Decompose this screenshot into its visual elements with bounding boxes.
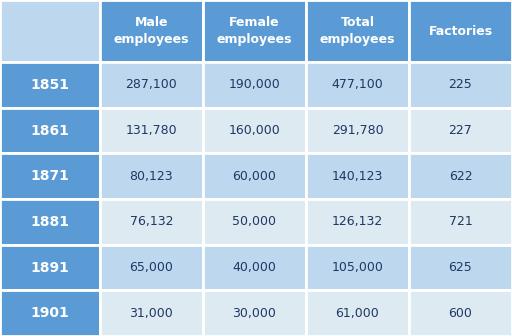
Bar	[203, 154, 306, 199]
Text: 1891: 1891	[31, 260, 69, 275]
Text: 30,000: 30,000	[232, 307, 276, 320]
Text: 721: 721	[449, 215, 473, 228]
Bar	[100, 245, 203, 290]
Bar	[0, 154, 100, 199]
Bar	[409, 290, 512, 336]
Text: 65,000: 65,000	[130, 261, 173, 274]
Text: 131,780: 131,780	[125, 124, 177, 137]
Bar	[100, 290, 203, 336]
Bar	[306, 154, 409, 199]
Bar	[100, 199, 203, 245]
Bar	[203, 0, 306, 62]
Bar	[306, 108, 409, 154]
Bar	[203, 199, 306, 245]
Text: 80,123: 80,123	[130, 170, 173, 183]
Bar	[306, 290, 409, 336]
Bar	[409, 199, 512, 245]
Text: 291,780: 291,780	[332, 124, 383, 137]
Text: Male
employees: Male employees	[114, 16, 189, 46]
Text: 1881: 1881	[30, 215, 70, 229]
Text: 61,000: 61,000	[335, 307, 379, 320]
Text: 76,132: 76,132	[130, 215, 173, 228]
Bar	[203, 245, 306, 290]
Text: Total
employees: Total employees	[319, 16, 395, 46]
Bar	[306, 62, 409, 108]
Text: 625: 625	[449, 261, 473, 274]
Text: 600: 600	[449, 307, 473, 320]
Text: 477,100: 477,100	[332, 79, 383, 91]
Text: 1901: 1901	[31, 306, 69, 320]
Bar	[409, 0, 512, 62]
Text: 1871: 1871	[31, 169, 69, 183]
Bar	[409, 108, 512, 154]
Bar	[100, 62, 203, 108]
Text: 60,000: 60,000	[232, 170, 276, 183]
Bar	[409, 154, 512, 199]
Text: 622: 622	[449, 170, 472, 183]
Bar	[0, 199, 100, 245]
Bar	[306, 199, 409, 245]
Text: 126,132: 126,132	[332, 215, 383, 228]
Bar	[203, 108, 306, 154]
Bar	[203, 290, 306, 336]
Text: 225: 225	[449, 79, 473, 91]
Bar	[409, 245, 512, 290]
Bar	[306, 0, 409, 62]
Text: 50,000: 50,000	[232, 215, 276, 228]
Text: 40,000: 40,000	[232, 261, 276, 274]
Text: 1861: 1861	[31, 124, 69, 138]
Text: Factories: Factories	[429, 25, 493, 38]
Bar	[100, 154, 203, 199]
Bar	[306, 245, 409, 290]
Text: 160,000: 160,000	[228, 124, 280, 137]
Text: 227: 227	[449, 124, 473, 137]
Text: 105,000: 105,000	[331, 261, 383, 274]
Bar	[0, 62, 100, 108]
Text: 140,123: 140,123	[332, 170, 383, 183]
Bar	[0, 0, 100, 62]
Bar	[409, 62, 512, 108]
Text: 31,000: 31,000	[130, 307, 173, 320]
Text: 287,100: 287,100	[125, 79, 177, 91]
Bar	[100, 108, 203, 154]
Text: Female
employees: Female employees	[217, 16, 292, 46]
Text: 1851: 1851	[30, 78, 70, 92]
Bar	[0, 108, 100, 154]
Bar	[0, 290, 100, 336]
Bar	[100, 0, 203, 62]
Bar	[203, 62, 306, 108]
Bar	[0, 245, 100, 290]
Text: 190,000: 190,000	[228, 79, 280, 91]
